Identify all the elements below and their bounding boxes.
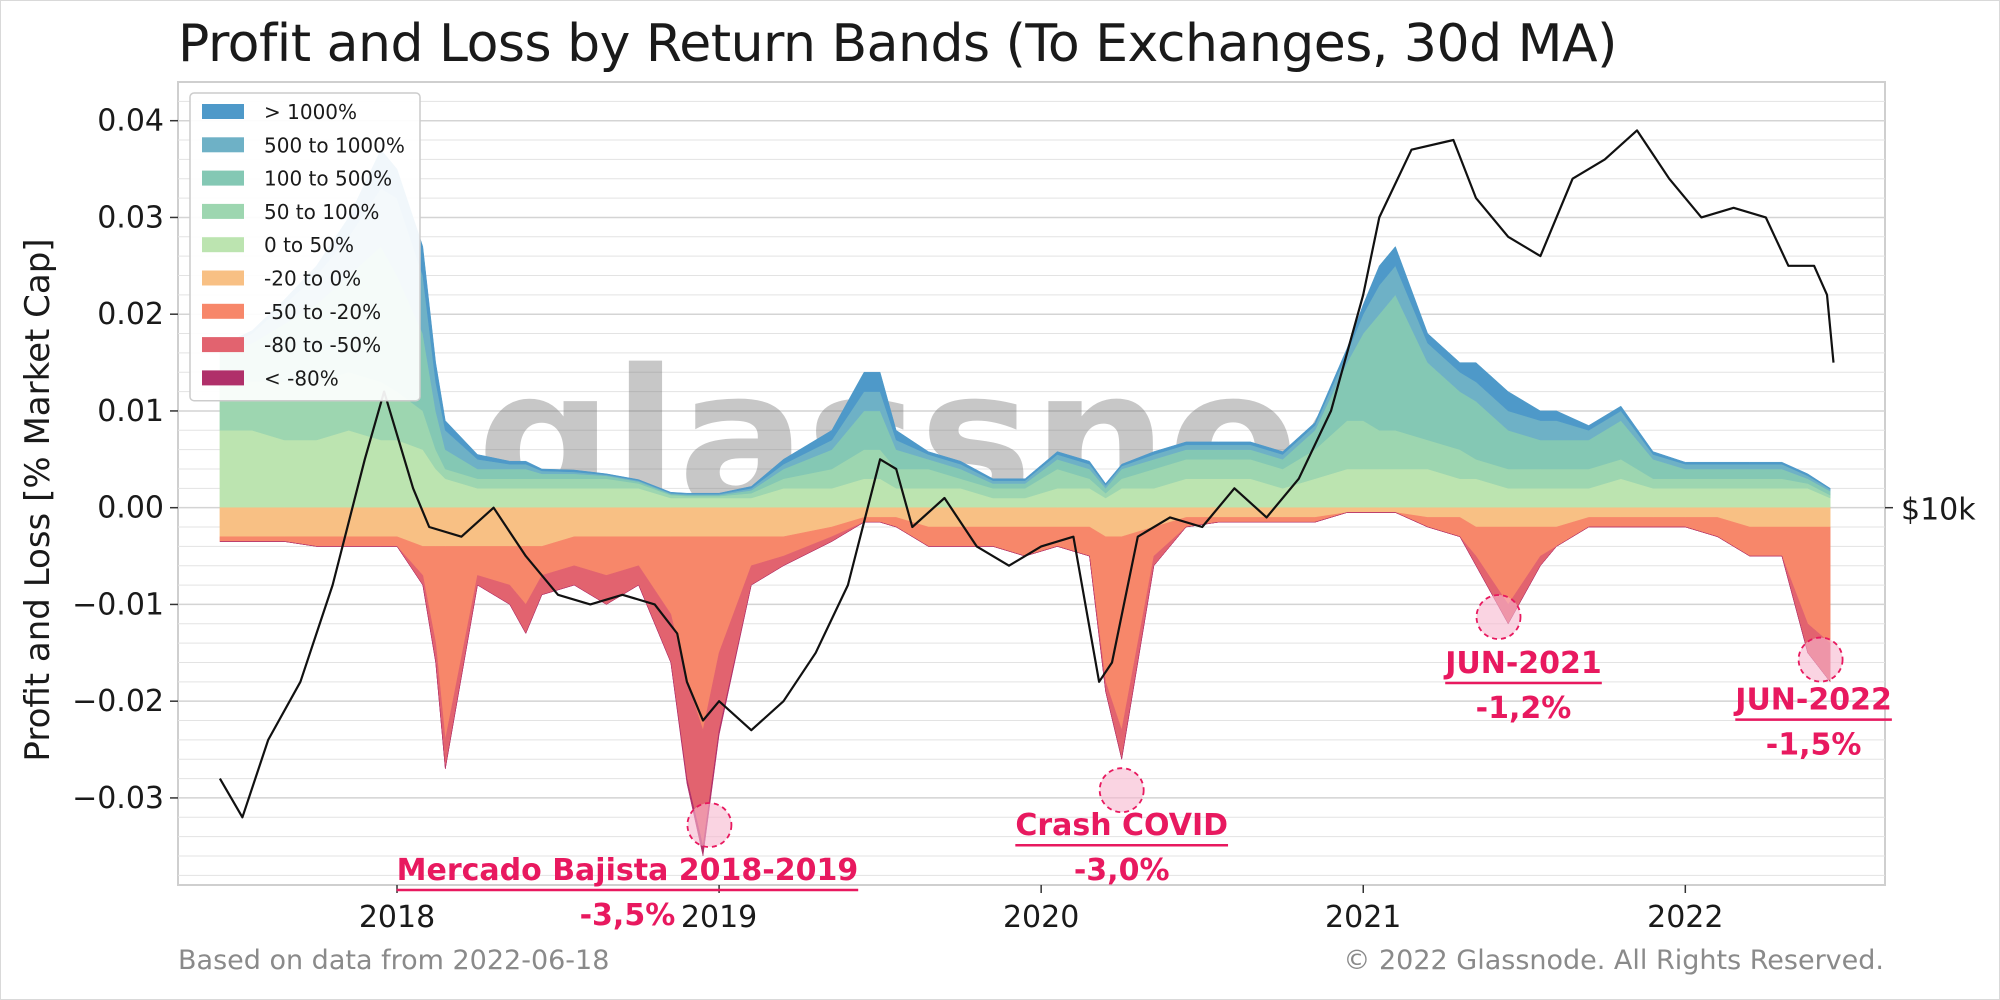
right-axis-label: $10k (1901, 493, 1976, 528)
legend-swatch (202, 303, 244, 319)
y-tick-label: −0.01 (72, 587, 164, 622)
legend-label: -80 to -50% (264, 333, 381, 357)
legend-swatch (202, 270, 244, 286)
price-line-group (218, 129, 1835, 819)
legend-label: > 1000% (264, 100, 357, 124)
legend-swatch (202, 337, 244, 353)
legend-label: 500 to 1000% (264, 133, 405, 157)
annotation-value: -3,0% (1074, 853, 1170, 888)
legend-label: 50 to 100% (264, 200, 379, 224)
chart-title: Profit and Loss by Return Bands (To Exch… (178, 14, 1617, 74)
axes: 0.04 0.03 0.02 0.01 0.00 −0.01 −0.02 −0.03 2018 2… (72, 104, 1976, 935)
y-tick-label: 0.04 (97, 104, 164, 139)
y-tick-label: 0.02 (97, 297, 164, 332)
price-line (218, 129, 1835, 819)
annotation-label: JUN-2021 (1443, 646, 1602, 681)
legend-label: < -80% (264, 366, 339, 390)
legend-swatch (202, 104, 244, 119)
annotation-marker (1098, 767, 1145, 814)
y-tick-label: −0.03 (72, 781, 164, 816)
annotation-label: Mercado Bajista 2018-2019 (397, 853, 859, 888)
annotation-label: JUN-2022 (1733, 683, 1892, 718)
legend-swatch (202, 370, 244, 386)
annotation-value: -3,5% (580, 898, 676, 933)
y-tick-label: 0.03 (97, 200, 164, 235)
x-tick-label: 2022 (1647, 900, 1723, 935)
legend-swatch (202, 170, 244, 186)
legend-label: -50 to -20% (264, 300, 381, 324)
x-tick-label: 2018 (359, 900, 435, 935)
annotation-marker (686, 802, 733, 848)
footer-copyright: © 2022 Glassnode. All Rights Reserved. (1343, 945, 1884, 976)
legend-label: -20 to 0% (264, 267, 361, 291)
annotations: Mercado Bajista 2018-2019 -3,5% Crash COVI… (397, 594, 1892, 933)
annotation-value: -1,2% (1476, 691, 1572, 726)
annotation-marker (1797, 636, 1844, 683)
x-tick-label: 2020 (1003, 900, 1079, 935)
legend-swatch (202, 137, 244, 153)
y-tick-label: −0.02 (72, 684, 164, 719)
x-tick-label: 2019 (681, 900, 757, 935)
legend-box (189, 92, 421, 402)
y-tick-label: 0.01 (97, 394, 164, 429)
legend: > 1000% 500 to 1000% 100 to 500% 50 to 100%… (189, 92, 421, 402)
annotation-value: -1,5% (1766, 728, 1862, 763)
legend-swatch (202, 237, 244, 253)
y-tick-label: 0.00 (97, 491, 164, 526)
area-band--80- (219, 512, 1831, 857)
footer-source: Based on data from 2022-06-18 (178, 945, 610, 976)
x-tick-label: 2021 (1325, 900, 1401, 935)
annotation-label: Crash COVID (1015, 808, 1228, 843)
legend-label: 100 to 500% (264, 167, 392, 191)
annotation-marker (1475, 594, 1522, 640)
legend-swatch (202, 203, 244, 219)
legend-label: 0 to 50% (264, 233, 354, 257)
